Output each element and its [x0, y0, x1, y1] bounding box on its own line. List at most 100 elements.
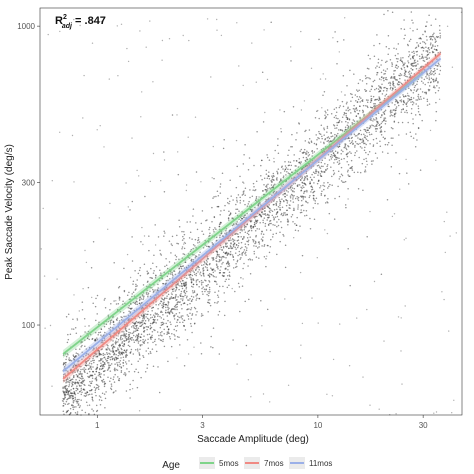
regression-line-11mos: [62, 57, 442, 373]
scatter-point: [195, 222, 197, 224]
scatter-point: [190, 308, 192, 311]
scatter-point: [264, 213, 267, 215]
scatter-point: [199, 251, 201, 254]
scatter-point: [147, 326, 150, 328]
scatter-point: [286, 209, 288, 212]
scatter-point: [414, 146, 417, 148]
scatter-point: [180, 290, 183, 293]
scatter-point: [405, 88, 407, 90]
scatter-point: [331, 395, 334, 397]
scatter-point: [62, 410, 65, 412]
scatter-point: [376, 104, 378, 107]
scatter-point: [125, 353, 128, 356]
scatter-point: [212, 197, 214, 199]
scatter-point: [188, 274, 191, 276]
scatter-point: [284, 266, 287, 269]
scatter-point: [164, 232, 166, 234]
scatter-point: [355, 89, 358, 91]
scatter-point: [149, 180, 151, 183]
scatter-point: [112, 378, 115, 381]
scatter-point: [261, 239, 264, 241]
scatter-point: [138, 410, 141, 412]
scatter-point: [388, 105, 390, 108]
scatter-point: [219, 228, 221, 231]
scatter-point: [338, 106, 341, 109]
scatter-point: [179, 301, 181, 303]
scatter-point: [362, 104, 365, 107]
scatter-point: [302, 151, 305, 154]
scatter-point: [380, 273, 383, 276]
scatter-point: [144, 319, 147, 322]
scatter-point: [104, 297, 106, 300]
scatter-point: [299, 150, 301, 152]
scatter-point: [324, 138, 326, 141]
scatter-point: [95, 370, 98, 373]
scatter-point: [249, 189, 251, 191]
scatter-point: [142, 355, 144, 357]
scatter-point: [170, 252, 172, 254]
scatter-point: [211, 220, 213, 223]
scatter-point: [308, 163, 310, 166]
scatter-point: [209, 232, 211, 234]
scatter-point: [70, 404, 73, 407]
scatter-point: [202, 270, 204, 272]
scatter-point: [185, 283, 188, 285]
scatter-point: [299, 162, 302, 165]
scatter-point: [125, 339, 127, 342]
scatter-point: [135, 285, 137, 288]
scatter-point: [117, 376, 119, 378]
scatter-point: [75, 378, 77, 381]
scatter-point: [104, 370, 106, 372]
scatter-point: [78, 379, 81, 382]
scatter-point: [349, 93, 352, 95]
scatter-point: [344, 143, 347, 145]
scatter-point: [121, 303, 124, 306]
scatter-point: [311, 297, 313, 299]
scatter-point: [72, 397, 74, 400]
scatter-point: [437, 80, 439, 83]
scatter-point: [248, 229, 251, 232]
scatter-point: [129, 209, 131, 211]
scatter-point: [171, 235, 174, 238]
scatter-point: [359, 79, 361, 81]
scatter-point: [308, 137, 311, 140]
scatter-point: [361, 100, 363, 102]
scatter-point: [169, 273, 172, 275]
scatter-point: [222, 147, 225, 150]
scatter-point: [395, 413, 397, 415]
scatter-point: [276, 215, 279, 218]
scatter-point: [72, 401, 75, 404]
scatter-point: [302, 198, 305, 200]
scatter-point: [320, 170, 323, 172]
scatter-point: [322, 171, 324, 173]
scatter-point: [307, 141, 310, 143]
scatter-point: [99, 125, 101, 127]
scatter-point: [295, 224, 298, 227]
scatter-point: [97, 386, 99, 389]
scatter-point: [180, 265, 182, 268]
scatter-point: [86, 391, 88, 393]
scatter-point: [92, 349, 94, 351]
scatter-point: [163, 299, 165, 301]
scatter-point: [266, 186, 268, 188]
scatter-point: [346, 101, 348, 103]
scatter-point: [332, 139, 334, 142]
scatter-point: [80, 365, 82, 368]
scatter-point: [302, 185, 304, 187]
scatter-point: [108, 78, 111, 80]
scatter-point: [394, 54, 397, 57]
scatter-point: [436, 58, 438, 60]
scatter-point: [194, 322, 196, 324]
scatter-point: [299, 176, 301, 178]
scatter-point: [424, 56, 426, 58]
scatter-point: [109, 202, 111, 205]
scatter-point: [412, 91, 415, 94]
scatter-point: [81, 409, 83, 412]
scatter-point: [284, 212, 286, 214]
scatter-point: [366, 131, 368, 134]
scatter-point: [413, 86, 416, 89]
scatter-point: [293, 194, 295, 197]
scatter-point: [129, 388, 131, 391]
scatter-point: [347, 125, 350, 128]
scatter-point: [233, 239, 236, 242]
